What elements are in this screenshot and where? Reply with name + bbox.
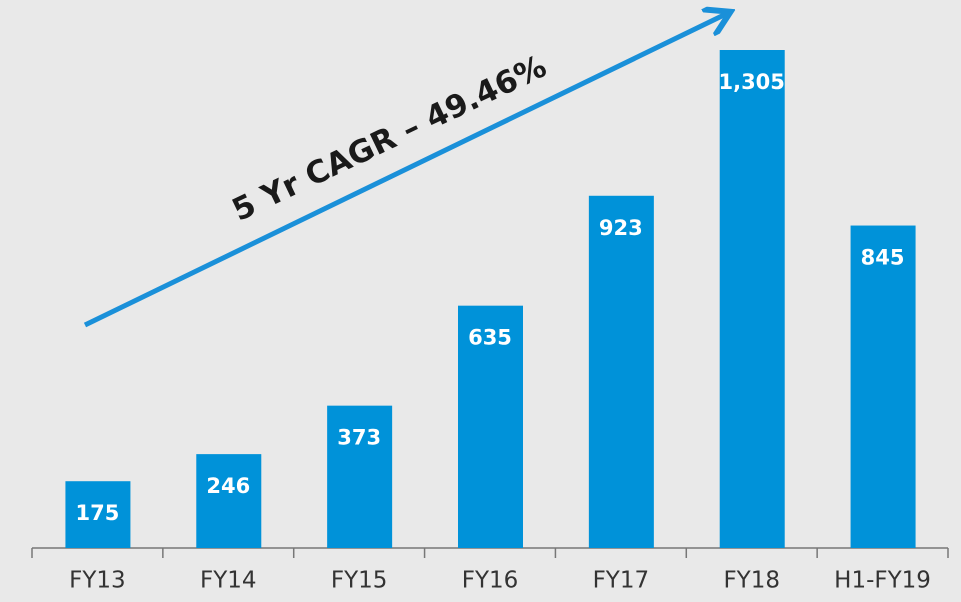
bar [196,454,262,548]
value-label: 923 [599,216,643,240]
bar [588,195,654,548]
value-label: 635 [468,326,512,350]
bar [458,305,523,548]
bar [719,50,785,548]
x-tick-label: FY14 [200,568,257,594]
bar [327,405,393,548]
x-tick-label: FY13 [69,568,126,594]
value-label: 373 [337,426,381,450]
bar [65,481,131,548]
x-tick-label: FY18 [723,568,780,594]
value-label: 246 [206,474,250,498]
growth-arrow [83,14,726,328]
x-tick-label: H1-FY19 [834,568,931,594]
x-tick-label: FY16 [462,568,519,594]
bar [850,225,916,549]
x-tick-label: FY17 [593,568,650,594]
value-label: 845 [861,246,905,270]
value-label: 1,305 [718,70,784,94]
value-label: 175 [76,501,120,525]
x-tick-label: FY15 [331,568,388,594]
